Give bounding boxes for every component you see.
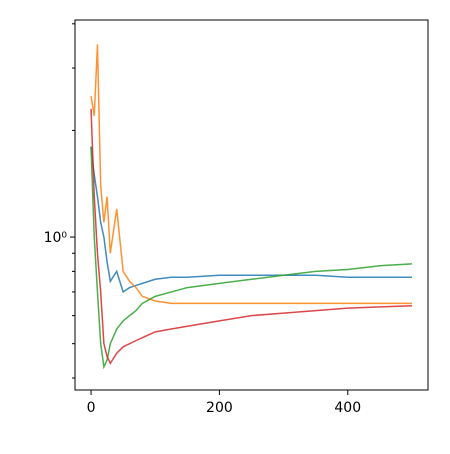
series-line [90,108,412,365]
axes-frame [74,19,429,391]
y-tick-label: 10⁰ [44,230,68,246]
x-tick-label: 200 [206,400,233,416]
series-line [90,44,412,305]
series-line [90,146,412,294]
x-tick-label: 0 [87,400,96,416]
series-line [90,146,412,370]
x-tick-label: 400 [334,400,361,416]
